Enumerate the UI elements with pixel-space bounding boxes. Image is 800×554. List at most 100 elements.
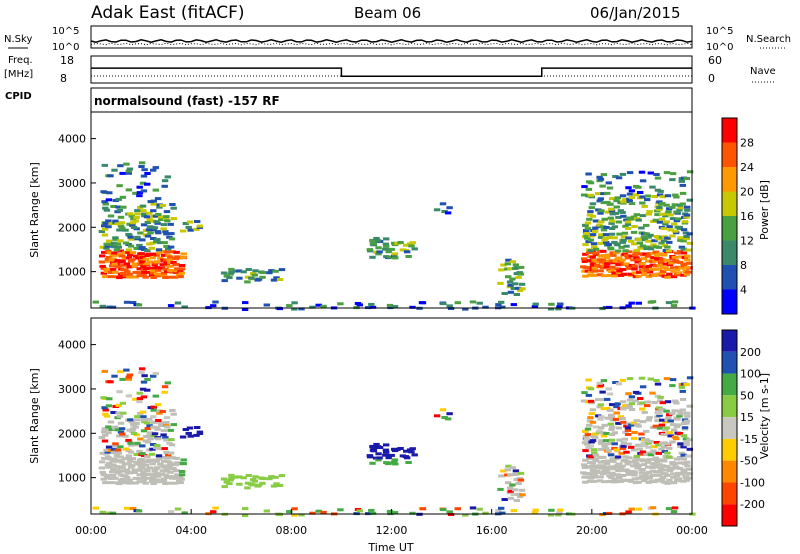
- power-cell: [512, 263, 520, 267]
- power-cell: [507, 267, 514, 271]
- velocity-cell: [129, 464, 136, 468]
- velocity-cell: [140, 479, 147, 483]
- velocity-cell: [181, 511, 188, 515]
- velocity-cell: [124, 476, 131, 480]
- colorbar-tick-label: 50: [740, 389, 754, 402]
- velocity-cell: [609, 473, 617, 477]
- power-cell: [178, 267, 186, 271]
- power-cell: [518, 282, 526, 286]
- colorbar-frame: [721, 329, 738, 527]
- velocity-cell: [584, 433, 592, 437]
- velocity-cell: [105, 404, 113, 408]
- power-cell: [591, 258, 598, 262]
- velocity-cell: [584, 442, 591, 446]
- velocity-cell: [596, 405, 603, 409]
- y-tick-label: 3000: [58, 383, 86, 396]
- velocity-cell: [160, 479, 167, 483]
- power-cell: [609, 267, 617, 271]
- power-cell: [164, 175, 171, 179]
- velocity-cell: [643, 429, 650, 433]
- power-cell: [623, 218, 630, 222]
- power-cell: [584, 221, 592, 225]
- velocity-cell: [626, 377, 634, 381]
- power-cell: [148, 273, 156, 277]
- velocity-cell: [665, 507, 673, 511]
- velocity-cell: [669, 423, 677, 427]
- power-cell: [375, 239, 382, 243]
- velocity-cell: [616, 475, 623, 479]
- velocity-cell: [144, 427, 151, 430]
- velocity-cell: [659, 401, 666, 405]
- velocity-cell: [115, 471, 122, 475]
- power-cell: [685, 248, 692, 252]
- power-cell: [627, 272, 635, 276]
- power-cell: [92, 300, 99, 304]
- power-cell: [144, 249, 151, 253]
- velocity-cell: [391, 460, 398, 464]
- velocity-cell: [440, 508, 447, 512]
- velocity-cell: [138, 458, 145, 462]
- power-cell: [628, 239, 635, 243]
- velocity-cell: [686, 376, 694, 380]
- velocity-cell: [614, 473, 621, 477]
- velocity-cell: [162, 482, 169, 485]
- power-cell: [170, 206, 177, 210]
- power-cell: [152, 188, 159, 192]
- power-cell: [609, 265, 616, 269]
- power-cell: [135, 303, 143, 307]
- power-cell: [129, 221, 137, 225]
- power-cell: [101, 163, 108, 167]
- power-cell: [148, 246, 155, 250]
- power-cell: [114, 259, 121, 263]
- velocity-cell: [556, 511, 563, 515]
- power-cell: [631, 242, 638, 246]
- x-axis-ticks: 00:00 04:00 08:00 12:00 16:00 20:00 00:00: [75, 509, 708, 537]
- power-cell: [635, 301, 642, 305]
- velocity-cell: [278, 474, 286, 478]
- velocity-cell: [634, 466, 641, 470]
- velocity-cell: [586, 465, 593, 469]
- colorbar-swatch: [722, 438, 737, 461]
- velocity-cell: [555, 513, 562, 517]
- velocity-cell: [654, 419, 661, 423]
- velocity-cell: [680, 470, 688, 474]
- velocity-cell: [368, 508, 375, 512]
- power-cell: [212, 300, 219, 304]
- velocity-cell: [638, 432, 645, 436]
- power-cell: [168, 232, 175, 236]
- velocity-cell: [106, 461, 113, 465]
- velocity-cell: [148, 452, 155, 456]
- power-cell: [155, 268, 162, 272]
- freq-left-tick-bottom: 8: [60, 72, 67, 85]
- velocity-cell: [220, 477, 228, 481]
- power-cell: [666, 225, 673, 229]
- power-cell: [608, 232, 616, 236]
- power-cell: [119, 272, 127, 275]
- power-cell: [633, 213, 640, 217]
- velocity-cell: [153, 446, 160, 450]
- velocity-cell: [228, 473, 235, 477]
- velocity-cell: [580, 471, 587, 475]
- velocity-cell: [129, 507, 137, 510]
- velocity-cell: [632, 390, 640, 394]
- velocity-cell: [152, 372, 159, 376]
- power-cell: [405, 255, 412, 258]
- power-cell: [259, 271, 267, 275]
- velocity-cell: [132, 425, 139, 429]
- colorbar-swatch: [722, 351, 737, 374]
- power-cell: [673, 219, 681, 223]
- colorbar-frame: [721, 117, 738, 315]
- power-cell: [101, 224, 108, 228]
- power-cell: [140, 174, 148, 178]
- power-panel-frame: [90, 111, 693, 309]
- velocity-cell: [101, 456, 108, 460]
- velocity-cell: [548, 508, 555, 512]
- velocity-colorbar-label: Velocity [m s-1]: [758, 373, 771, 459]
- power-cell: [446, 304, 453, 308]
- velocity-cell: [680, 453, 687, 457]
- velocity-cell: [631, 431, 638, 434]
- power-cell: [168, 270, 176, 274]
- power-cell: [505, 258, 512, 262]
- velocity-cell: [670, 481, 678, 485]
- velocity-cell: [646, 458, 653, 462]
